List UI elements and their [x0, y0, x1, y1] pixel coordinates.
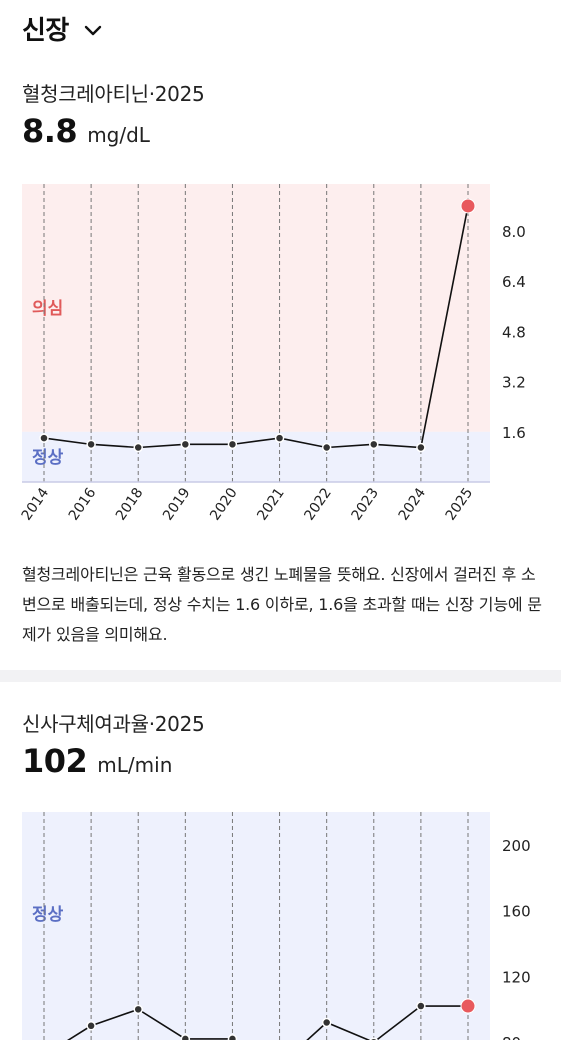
y-tick-label: 8.0 — [502, 223, 526, 241]
series-line — [43, 205, 469, 449]
y-tick-label: 3.2 — [502, 374, 526, 392]
latest-data-point — [460, 198, 476, 214]
y-tick-label: 160 — [502, 903, 531, 921]
data-point — [369, 439, 379, 450]
gfr-title: 신사구체여과율·2025 — [22, 712, 205, 736]
gfr-value-row: 102 mL/min — [22, 742, 172, 780]
gfr-value: 102 — [22, 742, 88, 780]
data-point — [39, 433, 49, 443]
normal-zone-label: 정상 — [32, 448, 64, 468]
y-tick-label: 4.8 — [502, 323, 526, 341]
page-title: 신장 — [22, 16, 69, 46]
creatinine-title: 혈청크레아티닌·2025 — [22, 82, 205, 106]
data-point — [180, 439, 191, 450]
data-point — [227, 439, 238, 450]
y-tick-label: 120 — [502, 968, 531, 986]
normal-zone-band — [22, 812, 490, 1040]
latest-data-point — [460, 998, 476, 1014]
y-tick-label: 80 — [502, 1034, 521, 1040]
y-tick-label: 6.4 — [502, 273, 526, 291]
normal-zone-band — [22, 431, 490, 482]
data-point — [274, 433, 285, 443]
data-point — [227, 1034, 238, 1040]
data-point — [180, 1034, 191, 1040]
creatinine-value-row: 8.8 mg/dL — [22, 112, 150, 150]
normal-zone-label: 정상 — [32, 905, 64, 925]
creatinine-value: 8.8 — [22, 112, 78, 150]
data-point — [86, 1021, 96, 1031]
chevron-down-icon[interactable] — [83, 24, 103, 38]
series-line — [66, 1005, 468, 1040]
abnormal-zone-band — [22, 184, 490, 432]
creatinine-description: 혈청크레아티닌은 근육 활동으로 생긴 노폐물을 뜻해요. 신장에서 걸러진 후… — [22, 565, 542, 644]
gfr-unit: mL/min — [97, 753, 173, 777]
data-point — [416, 442, 426, 453]
data-point — [133, 442, 143, 453]
page-header[interactable]: 신장 — [22, 10, 103, 47]
section-divider — [0, 670, 561, 682]
y-tick-label: 1.6 — [502, 424, 526, 442]
data-point — [133, 1004, 143, 1015]
creatinine-unit: mg/dL — [87, 123, 150, 147]
data-point — [416, 1001, 426, 1011]
y-tick-label: 200 — [502, 837, 531, 855]
data-point — [321, 442, 332, 453]
data-point — [321, 1017, 332, 1028]
data-point — [86, 439, 96, 450]
abnormal-zone-label: 의심 — [32, 299, 63, 319]
